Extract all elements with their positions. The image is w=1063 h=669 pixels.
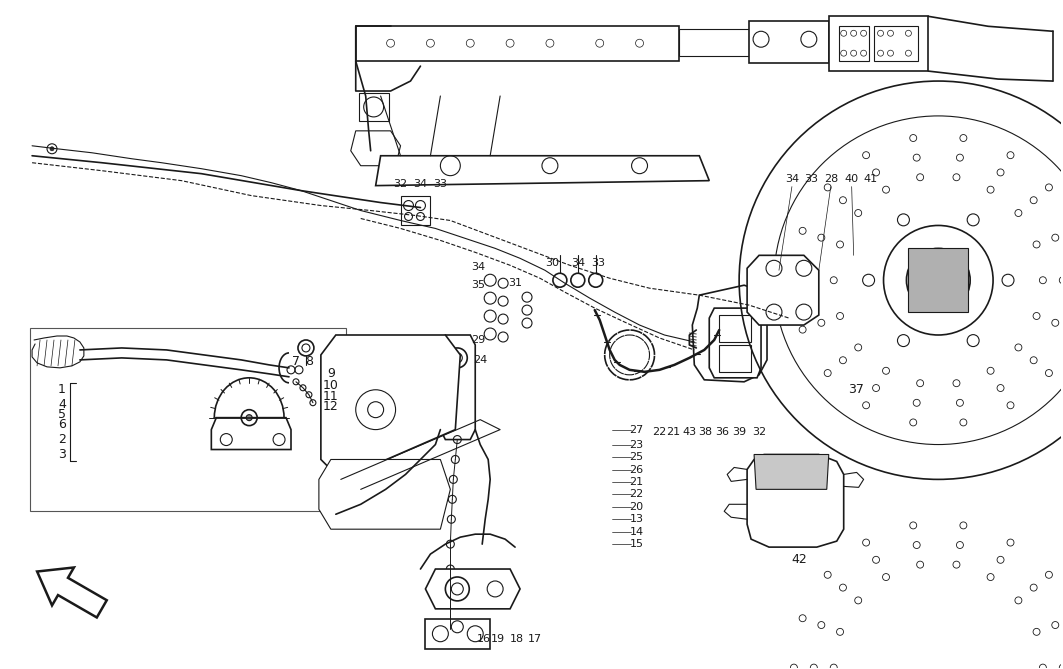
Polygon shape	[692, 285, 767, 382]
Circle shape	[907, 248, 971, 312]
Polygon shape	[720, 315, 752, 342]
Text: 19: 19	[491, 634, 505, 644]
Polygon shape	[709, 308, 761, 378]
Polygon shape	[839, 26, 868, 61]
Polygon shape	[829, 16, 928, 71]
Text: 29: 29	[471, 335, 486, 345]
Text: 30: 30	[545, 258, 559, 268]
Polygon shape	[212, 417, 291, 450]
Text: 6: 6	[58, 418, 66, 431]
Text: 42: 42	[791, 553, 807, 565]
Polygon shape	[679, 29, 749, 56]
Polygon shape	[356, 26, 679, 61]
Text: 2: 2	[58, 433, 66, 446]
Text: 12: 12	[323, 400, 339, 413]
Polygon shape	[747, 454, 844, 547]
Text: 27: 27	[629, 425, 644, 435]
Polygon shape	[37, 567, 106, 617]
Circle shape	[50, 147, 54, 151]
Text: 33: 33	[434, 179, 448, 189]
Text: 23: 23	[629, 440, 643, 450]
Text: 32: 32	[752, 427, 766, 437]
Text: 26: 26	[629, 466, 643, 476]
Polygon shape	[754, 454, 829, 489]
Text: 40: 40	[845, 174, 859, 184]
Text: 11: 11	[323, 390, 339, 403]
Polygon shape	[425, 569, 520, 609]
Text: 34: 34	[471, 262, 486, 272]
Polygon shape	[321, 335, 460, 480]
Polygon shape	[874, 26, 918, 61]
Text: 38: 38	[698, 427, 712, 437]
Text: 13: 13	[629, 514, 643, 524]
Polygon shape	[351, 131, 401, 166]
Text: 32: 32	[393, 179, 407, 189]
Text: 43: 43	[682, 427, 696, 437]
Text: 28: 28	[824, 174, 838, 184]
Polygon shape	[720, 345, 752, 372]
Text: 21: 21	[629, 478, 643, 488]
Text: 25: 25	[629, 452, 643, 462]
Text: 39: 39	[732, 427, 746, 437]
Text: 33: 33	[591, 258, 605, 268]
Text: 3: 3	[58, 448, 66, 461]
Text: 17: 17	[528, 634, 542, 644]
Text: 16: 16	[477, 634, 491, 644]
Text: 37: 37	[847, 383, 863, 396]
Text: 10: 10	[323, 379, 339, 392]
Text: 9: 9	[327, 367, 335, 381]
Polygon shape	[425, 619, 490, 649]
Text: 15: 15	[629, 539, 643, 549]
Polygon shape	[749, 21, 829, 63]
Text: 41: 41	[863, 174, 878, 184]
Text: 1: 1	[58, 383, 66, 396]
Text: 35: 35	[471, 280, 485, 290]
Text: 36: 36	[715, 427, 729, 437]
Circle shape	[247, 415, 252, 421]
Polygon shape	[319, 460, 451, 529]
Polygon shape	[747, 256, 819, 325]
Text: 22: 22	[629, 489, 644, 499]
Text: 21: 21	[667, 427, 680, 437]
Polygon shape	[358, 93, 389, 121]
Text: 22: 22	[653, 427, 667, 437]
Text: 34: 34	[784, 174, 799, 184]
Text: 31: 31	[508, 278, 522, 288]
Polygon shape	[30, 328, 345, 511]
Polygon shape	[909, 248, 968, 312]
Text: 7: 7	[292, 355, 300, 369]
Text: 4: 4	[58, 398, 66, 411]
Text: 34: 34	[571, 258, 585, 268]
Polygon shape	[375, 156, 709, 185]
Text: 24: 24	[473, 355, 487, 365]
Text: 8: 8	[305, 355, 313, 369]
Polygon shape	[440, 335, 475, 440]
Text: 33: 33	[804, 174, 817, 184]
Text: 5: 5	[58, 408, 66, 421]
Polygon shape	[401, 195, 431, 225]
Text: 14: 14	[629, 527, 643, 537]
Text: 34: 34	[414, 179, 427, 189]
Text: 18: 18	[510, 634, 524, 644]
Text: 20: 20	[629, 502, 643, 512]
